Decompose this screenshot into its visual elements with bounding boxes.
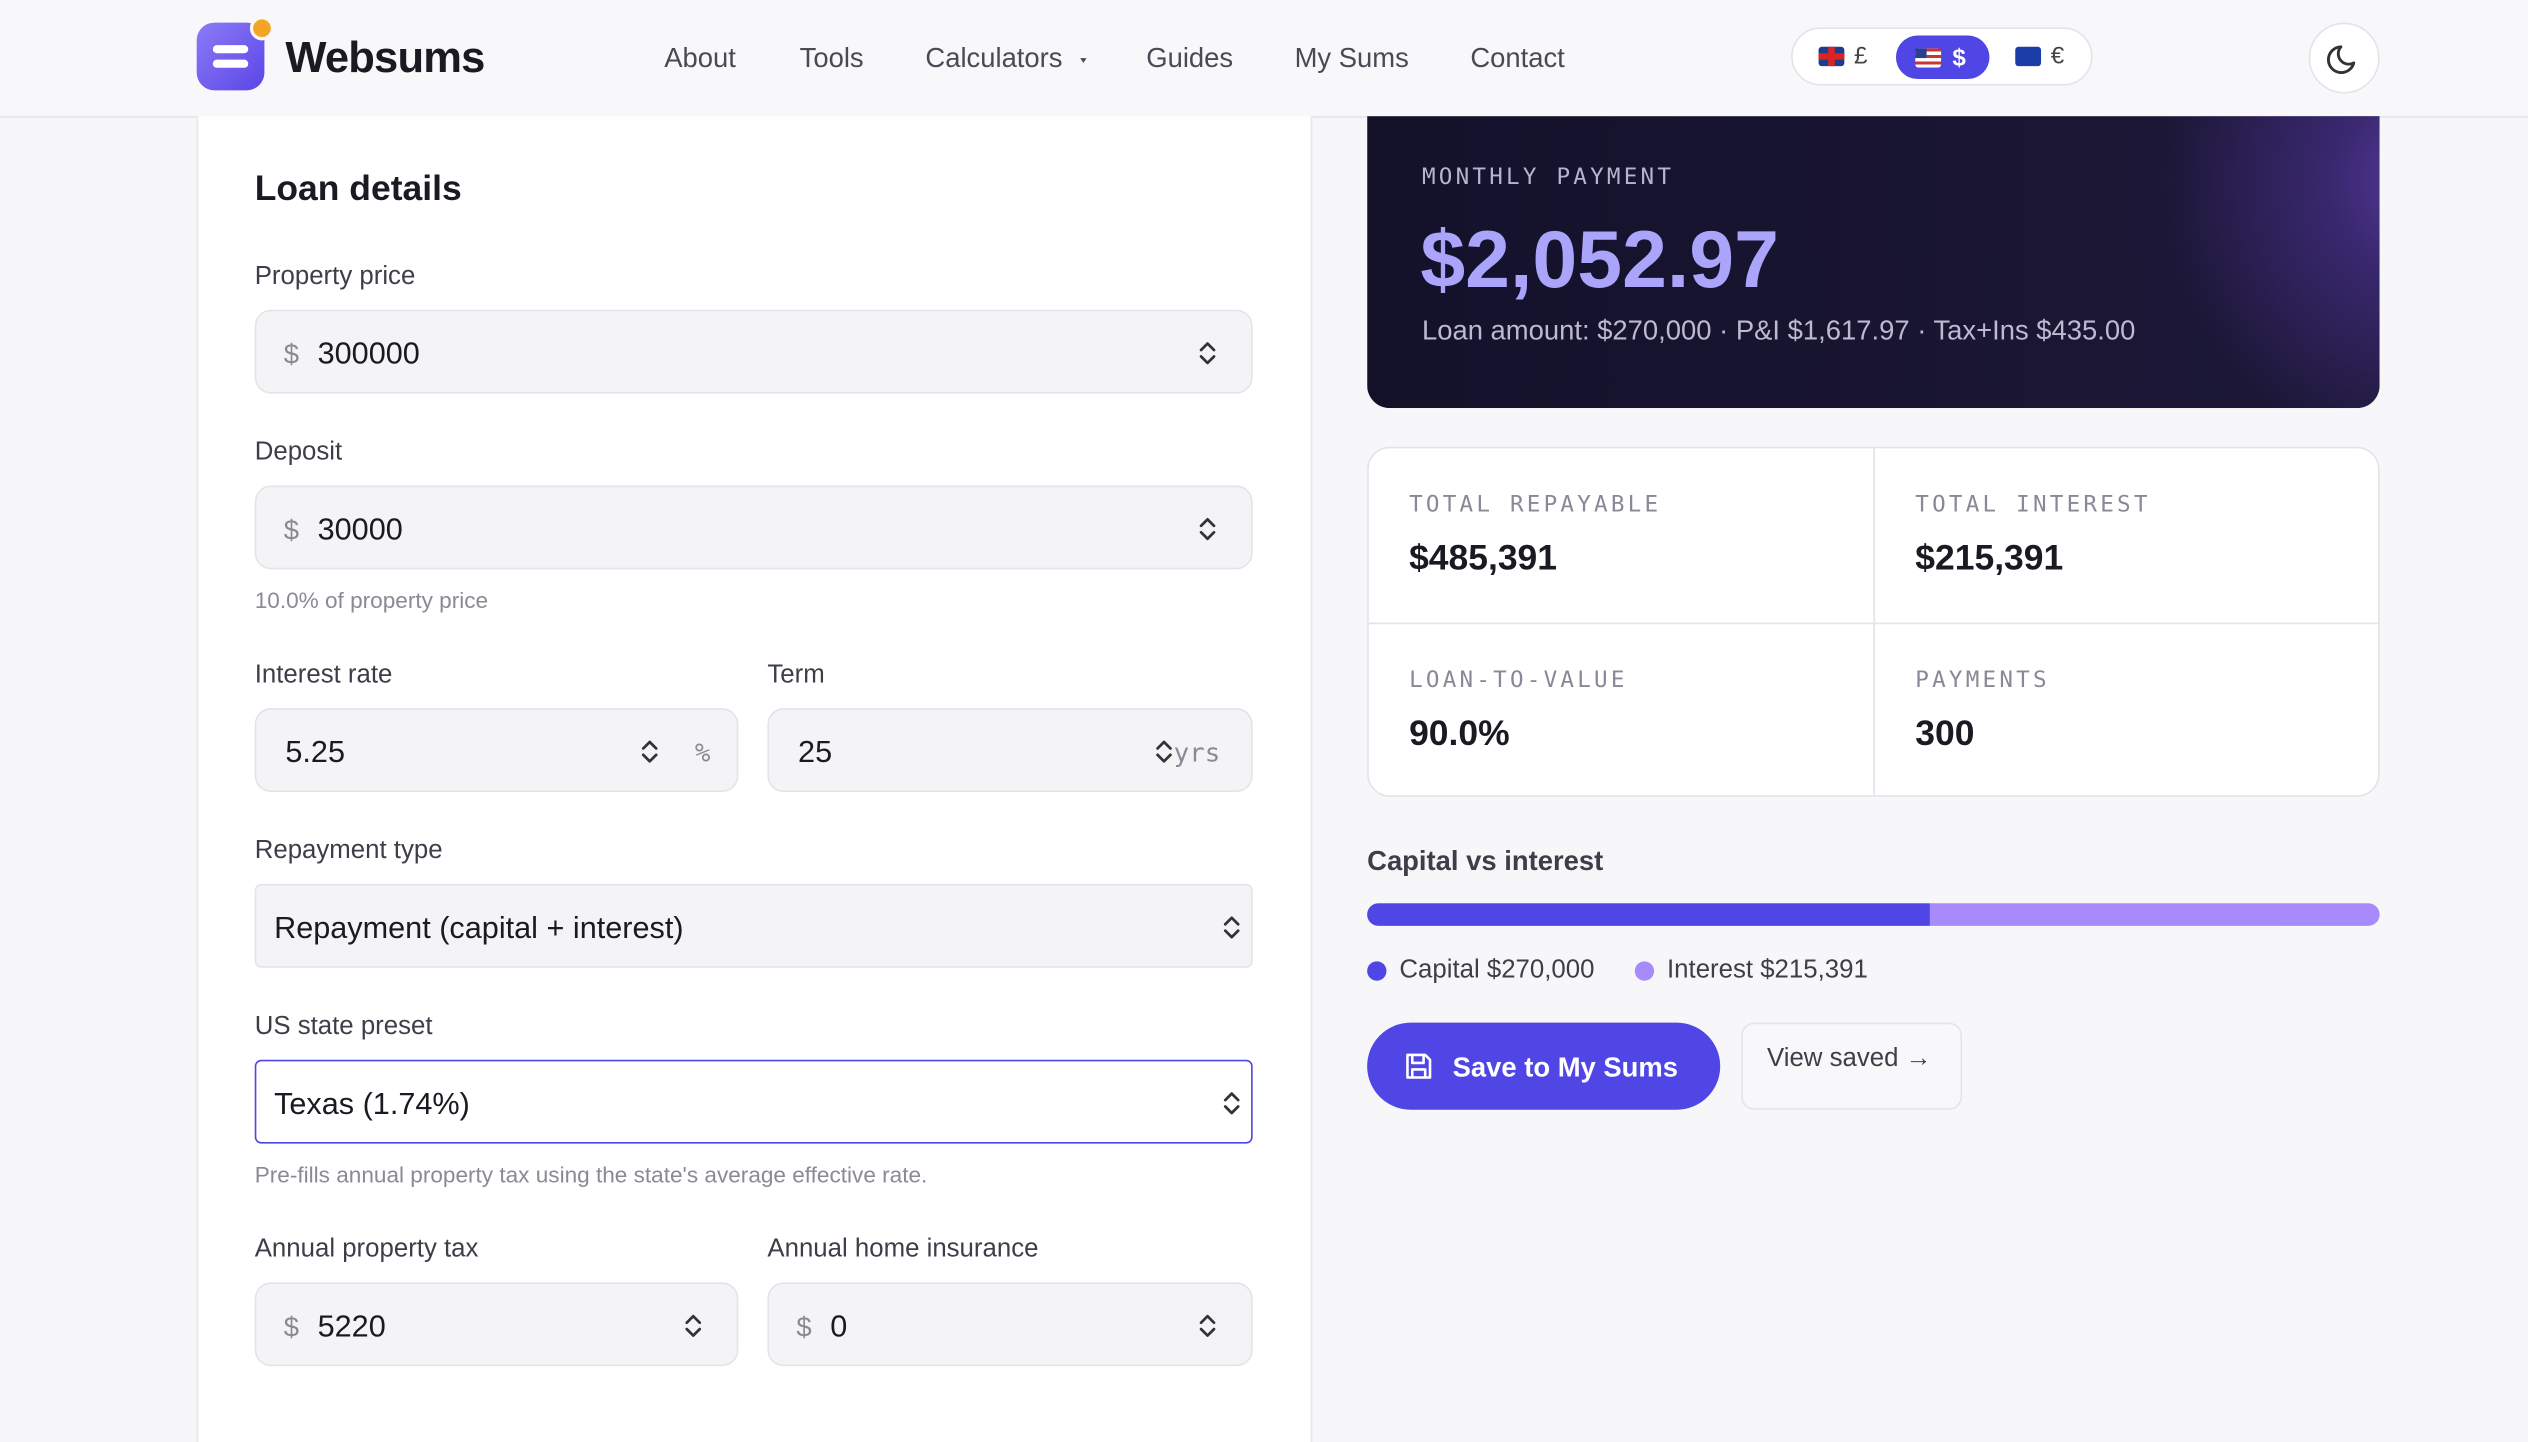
- view-saved-button[interactable]: View saved →: [1741, 1022, 1963, 1110]
- spinner[interactable]: [1198, 337, 1217, 369]
- flag-eu: [2015, 46, 2042, 67]
- prefix: $: [283, 1312, 300, 1343]
- stats-grid: TOTAL REPAYABLE $485,391 TOTAL INTEREST …: [1367, 446, 2380, 797]
- stat-value: $215,391: [1915, 537, 2064, 578]
- currency-active[interactable]: $: [1895, 35, 1990, 80]
- prefix: $: [283, 339, 300, 371]
- value[interactable]: 30000: [317, 513, 403, 548]
- value[interactable]: Texas (1.74%): [274, 1087, 470, 1122]
- spinner[interactable]: [1154, 736, 1173, 768]
- value[interactable]: 5.25: [285, 736, 345, 771]
- payment-hero: MONTHLY PAYMENT $2,052.97 Loan amount: $…: [1367, 116, 2380, 409]
- stat-label: TOTAL INTEREST: [1915, 491, 2151, 518]
- prefix: $: [283, 515, 300, 547]
- spinner[interactable]: [640, 736, 659, 768]
- nav-link[interactable]: Calculators: [925, 42, 1063, 74]
- flag-uk: [1818, 46, 1845, 67]
- field-label: Property price: [254, 262, 416, 291]
- value[interactable]: 5220: [317, 1310, 386, 1345]
- legend-item: Capital $270,000: [1399, 956, 1595, 984]
- breakdown-bar: [1367, 903, 2380, 926]
- theme-toggle[interactable]: [2308, 22, 2380, 94]
- stat-label: LOAN-TO-VALUE: [1409, 667, 1628, 694]
- field-label: Annual property tax: [254, 1235, 479, 1263]
- hero-value: $2,052.97: [1420, 214, 1779, 305]
- nav-link[interactable]: My Sums: [1294, 42, 1409, 74]
- nav-link[interactable]: Contact: [1470, 42, 1565, 74]
- section-title: Loan details: [254, 167, 462, 209]
- field-hint: Pre-fills annual property tax using the …: [254, 1161, 928, 1188]
- stat-label: TOTAL REPAYABLE: [1409, 491, 1662, 518]
- spinner[interactable]: [1222, 911, 1241, 943]
- input[interactable]: 25 yrs: [767, 708, 1253, 792]
- hero-label: MONTHLY PAYMENT: [1421, 164, 1675, 191]
- save-icon: [1406, 1053, 1432, 1079]
- value[interactable]: 300000: [317, 337, 420, 372]
- capital-segment: [1367, 903, 1930, 926]
- stat-label: PAYMENTS: [1915, 667, 2050, 694]
- input[interactable]: $300000: [254, 309, 1253, 394]
- top-bar: Websums About Tools Calculators Guides M…: [0, 0, 2528, 118]
- field-label: Deposit: [254, 438, 343, 467]
- legend-item: Interest $215,391: [1667, 956, 1868, 984]
- legend-dot: [1367, 961, 1387, 981]
- hero-sub: Loan amount: $270,000 · P&I $1,617.97 · …: [1421, 315, 2136, 346]
- input[interactable]: $30000: [254, 485, 1253, 570]
- currency[interactable]: €: [2050, 42, 2065, 71]
- field-label: Term: [767, 661, 825, 689]
- button-label[interactable]: View saved →: [1766, 1045, 1932, 1073]
- value[interactable]: 25: [798, 736, 833, 771]
- spinner[interactable]: [1198, 513, 1217, 545]
- nav-link[interactable]: Tools: [799, 42, 864, 74]
- select[interactable]: Repayment (capital + interest): [254, 883, 1253, 968]
- stat-value: 90.0%: [1409, 712, 1510, 754]
- suffix: %: [694, 737, 711, 768]
- value[interactable]: 0: [830, 1310, 848, 1345]
- field-label: Repayment type: [254, 837, 443, 865]
- input[interactable]: $0: [767, 1282, 1253, 1367]
- input[interactable]: $5220: [254, 1282, 739, 1367]
- suffix: yrs: [1173, 737, 1221, 768]
- dropdown-caret: [1080, 58, 1087, 63]
- currency[interactable]: £: [1854, 42, 1868, 71]
- brand[interactable]: Websums: [285, 33, 485, 82]
- moon-icon: [2326, 45, 2356, 75]
- breakdown-title: Capital vs interest: [1367, 846, 1604, 877]
- currency-switch: £ $ €: [1791, 27, 2093, 86]
- spinner[interactable]: [1222, 1087, 1241, 1119]
- prefix: $: [796, 1312, 812, 1343]
- spinner[interactable]: [684, 1310, 703, 1342]
- stat-value: 300: [1915, 712, 1975, 754]
- select[interactable]: Texas (1.74%): [254, 1059, 1253, 1144]
- field-label: US state preset: [254, 1012, 433, 1041]
- field-hint: 10.0% of property price: [254, 587, 489, 613]
- field-label: Annual home insurance: [767, 1235, 1039, 1263]
- value[interactable]: Repayment (capital + interest): [274, 912, 684, 947]
- legend-dot: [1634, 961, 1655, 981]
- save-button[interactable]: Save to My Sums: [1367, 1022, 1721, 1110]
- stat-value: $485,391: [1409, 537, 1558, 578]
- button-label[interactable]: Save to My Sums: [1452, 1052, 1679, 1084]
- nav-link[interactable]: About: [664, 42, 736, 74]
- input[interactable]: 5.25%: [254, 708, 739, 792]
- logo[interactable]: [196, 16, 275, 91]
- field-label: Interest rate: [254, 661, 393, 689]
- spinner[interactable]: [1198, 1310, 1217, 1342]
- currency[interactable]: $: [1952, 44, 1966, 72]
- nav-link[interactable]: Guides: [1146, 42, 1234, 74]
